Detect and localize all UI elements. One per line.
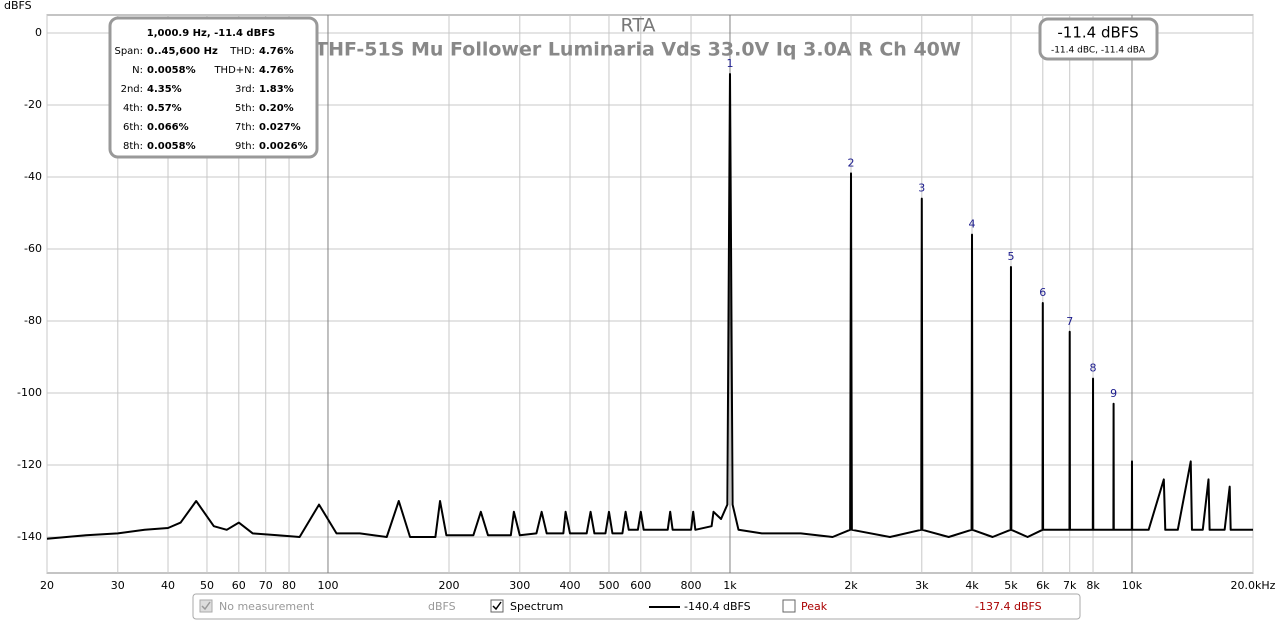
info-label: 8th: [123, 141, 143, 152]
info-header: 1,000.9 Hz, -11.4 dBFS [147, 28, 275, 39]
info-box-frame [108, 16, 319, 159]
harmonic-label: 2 [848, 156, 855, 169]
check [492, 601, 502, 611]
no-measurement: No measurement [219, 600, 315, 613]
info-value: 1.83% [259, 84, 294, 95]
units: dBFS [428, 600, 456, 613]
y-tick-label: 0 [35, 26, 42, 39]
info-label: N: [132, 65, 143, 76]
x-tick-label: 100 [317, 579, 338, 592]
x-tick-label: 80 [282, 579, 296, 592]
level-weighted: -11.4 dBC, -11.4 dBA [1051, 46, 1146, 56]
y-tick-label: -80 [24, 314, 42, 327]
chart-title: RTA [621, 15, 656, 37]
x-tick-label: 600 [630, 579, 651, 592]
x-tick-label: 40 [161, 579, 175, 592]
x-tick-label: 10k [1122, 579, 1143, 592]
legend-label: Spectrum [510, 600, 563, 613]
harmonic-label: 7 [1066, 315, 1073, 328]
info-label: 5th: [235, 103, 255, 114]
harmonic-label: 4 [969, 218, 976, 231]
x-tick-label: 800 [681, 579, 702, 592]
x-tick-label: 200 [439, 579, 460, 592]
x-tick-label: 70 [259, 579, 273, 592]
info-label: 9th: [235, 141, 255, 152]
y-tick-label: -40 [24, 170, 42, 183]
status-frame [192, 593, 1081, 620]
harmonic-label: 3 [918, 182, 925, 195]
x-tick-label: 2k [844, 579, 858, 592]
info-value: 4.35% [147, 84, 182, 95]
x-tick-label: 20.0kHz [1231, 579, 1276, 592]
y-tick-label: -60 [24, 242, 42, 255]
info-label: 2nd: [121, 84, 143, 95]
info-value: 0.0026% [259, 141, 308, 152]
info-value: 0.57% [147, 103, 182, 114]
level-box: -11.4 dBFS -11.4 dBC, -11.4 dBA [1038, 17, 1159, 61]
info-value: 0.0058% [147, 141, 196, 152]
harmonic-label: 1 [726, 57, 733, 70]
info-value: 4.76% [259, 65, 294, 76]
x-tick-label: 3k [915, 579, 929, 592]
info-label: THD+N: [213, 65, 255, 76]
plot: 1 2 3 4 5 6 7 89 [46, 57, 1253, 540]
x-tick-label: 8k [1086, 579, 1100, 592]
harmonic-label: 5 [1007, 250, 1014, 263]
info-value: 0.20% [259, 103, 294, 114]
x-tick-label: 50 [200, 579, 214, 592]
info-value: 0..45,600 Hz [147, 46, 218, 57]
harmonic-label: 6 [1039, 286, 1046, 299]
y-tick-label: -140 [17, 530, 42, 543]
info-value: 0.027% [259, 122, 301, 133]
info-label: 4th: [123, 103, 143, 114]
info-label: 6th: [123, 122, 143, 133]
info-label: 3rd: [235, 84, 255, 95]
harmonic-label: 8 [1090, 362, 1097, 375]
x-tick-label: 60 [232, 579, 246, 592]
x-tick-label: 500 [598, 579, 619, 592]
x-tick-label: 1k [723, 579, 737, 592]
info-value: 4.76% [259, 46, 294, 57]
x-tick-label: 5k [1004, 579, 1018, 592]
checkbox [199, 599, 213, 613]
info-label: 7th: [235, 122, 255, 133]
check [201, 601, 211, 611]
x-tick-label: 20 [40, 579, 54, 592]
y-tick-label: -120 [17, 458, 42, 471]
chart-subtitle: THF-51S Mu Follower Luminaria Vds 33.0V … [315, 39, 961, 61]
x-tick-label: 6k [1036, 579, 1050, 592]
spectrum-checkbox[interactable] [490, 599, 504, 613]
y-axis-label: dBFS [4, 0, 32, 12]
harmonic-label: 9 [1110, 387, 1117, 400]
info-value: 0.0058% [147, 65, 196, 76]
x-tick-label: 300 [509, 579, 530, 592]
peak-level: -137.4 dBFS [975, 600, 1042, 613]
peak-label: Peak [801, 600, 828, 613]
y-tick-label: -100 [17, 386, 42, 399]
level-value: -11.4 dBFS [1057, 24, 1138, 42]
spectrum-line [46, 73, 1253, 540]
info-label: THD: [229, 46, 255, 57]
status-bar: No measurement dBFS Spectrum -140.4 dBFS… [192, 593, 1081, 620]
spectrum-level: -140.4 dBFS [684, 600, 751, 613]
peak-checkbox[interactable] [782, 599, 796, 613]
info-label: Span: [114, 46, 143, 57]
x-tick-label: 7k [1063, 579, 1077, 592]
info-box: 1,000.9 Hz, -11.4 dBFS Span: 0..45,600 Hz… [108, 16, 319, 159]
y-tick-label: -20 [24, 98, 42, 111]
level-box-frame [1038, 17, 1159, 61]
x-tick-label: 400 [560, 579, 581, 592]
info-value: 0.066% [147, 122, 189, 133]
x-tick-label: 4k [965, 579, 979, 592]
x-tick-label: 30 [111, 579, 125, 592]
